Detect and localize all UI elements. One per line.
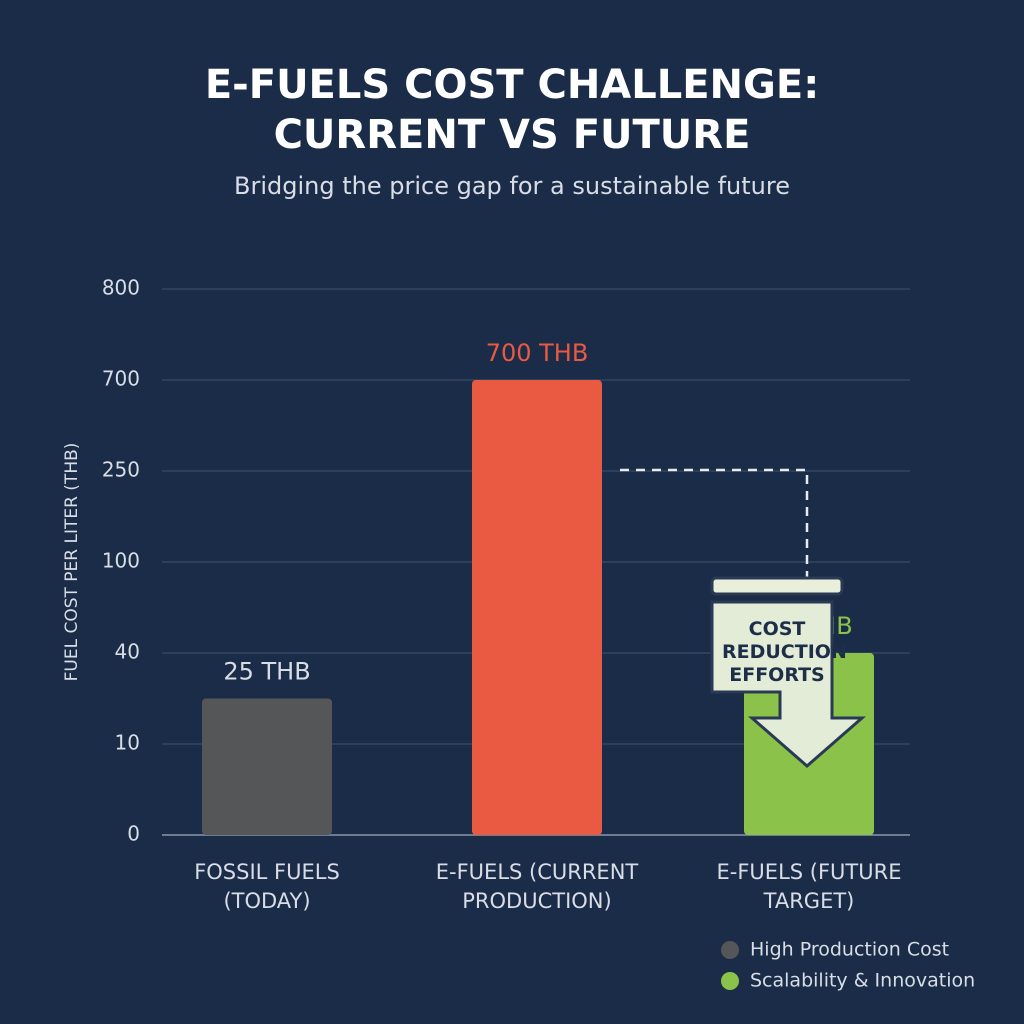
y-axis-label: FUEL COST PER LITER (THB) — [62, 443, 82, 682]
bar — [202, 698, 332, 835]
chart-title: E-FUELS COST CHALLENGE: CURRENT VS FUTUR… — [204, 62, 820, 158]
y-tick-label: 800 — [102, 276, 140, 300]
y-tick-label: 40 — [115, 640, 140, 664]
y-tick-label: 0 — [127, 822, 140, 846]
y-tick-label: 100 — [102, 549, 140, 573]
y-tick-label: 250 — [102, 458, 140, 482]
chart-subtitle: Bridging the price gap for a sustainable… — [234, 172, 790, 200]
x-tick-label: E-FUELS (CURRENT PRODUCTION) — [435, 860, 639, 913]
bar — [472, 380, 602, 835]
value-label: 25 THB — [223, 658, 310, 686]
legend-marker — [721, 972, 739, 990]
y-tick-label: 10 — [115, 731, 140, 755]
x-tick-label: FOSSIL FUELS (TODAY) — [194, 860, 340, 913]
y-tick-label: 700 — [102, 367, 140, 391]
arrow-bar — [710, 576, 844, 596]
x-tick-label: E-FUELS (FUTURE TARGET) — [716, 860, 902, 913]
legend-label: Scalability & Innovation — [750, 970, 975, 992]
legend-marker — [721, 941, 739, 959]
dashed-guide — [620, 468, 809, 585]
legend-label: High Production Cost — [750, 939, 949, 961]
arrow — [710, 600, 866, 768]
annotation: COST REDUCTION EFFORTS — [722, 618, 847, 686]
value-label: 700 THB — [486, 339, 589, 367]
